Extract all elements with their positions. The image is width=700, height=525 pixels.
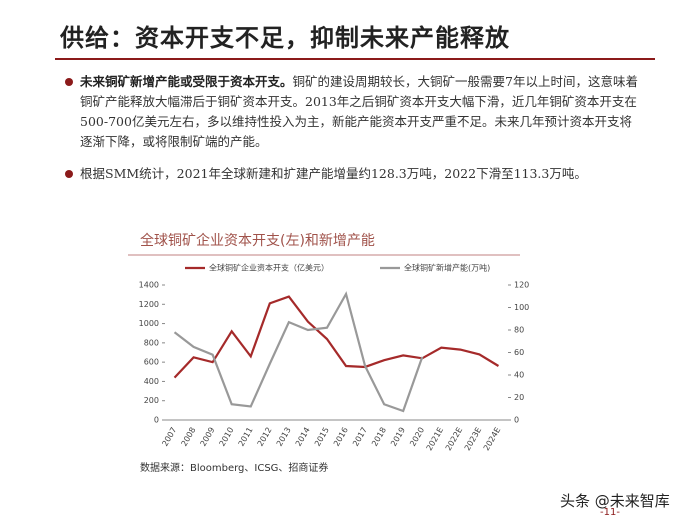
x-tick-label: 2010 bbox=[218, 426, 236, 448]
y-tick-label: 1200 bbox=[139, 300, 159, 309]
series-line bbox=[173, 295, 500, 379]
x-tick-label: 2020 bbox=[408, 426, 426, 448]
bullet-lead: 未来铜矿新增产能或受限于资本开支。 bbox=[80, 74, 293, 89]
page-number: -11- bbox=[600, 507, 620, 518]
bullet-text: 铜矿的建设周期较长，大铜矿一般需要7年以上时间，这意味着铜矿产能释放大幅滞后于铜… bbox=[80, 74, 638, 149]
legend-label: 全球铜矿新增产能(万吨) bbox=[404, 263, 490, 273]
y-tick-label: 800 bbox=[144, 338, 159, 347]
x-tick-label: 2012 bbox=[256, 426, 274, 448]
y-tick-label: 400 bbox=[144, 377, 159, 386]
title-rule bbox=[55, 58, 655, 60]
x-tick-label: 2007 bbox=[160, 426, 178, 448]
watermark: 头条 @未来智库 bbox=[560, 492, 670, 510]
y2-tick-label: 20 bbox=[514, 393, 524, 402]
y-tick-label: 0 bbox=[154, 416, 159, 425]
chart-title: 全球铜矿企业资本开支(左)和新增产能 bbox=[140, 232, 375, 249]
y2-tick-label: 60 bbox=[514, 348, 524, 357]
bullet-text: 根据SMM统计，2021年全球新建和扩建产能增量约128.3万吨，2022下滑至… bbox=[80, 166, 587, 181]
source-note: 数据来源：Bloomberg、ICSG、招商证券 bbox=[140, 461, 328, 474]
series-line bbox=[173, 291, 424, 413]
x-tick-label: 2015 bbox=[313, 426, 331, 448]
y-tick-label: 200 bbox=[144, 396, 159, 405]
x-tick-label: 2019 bbox=[389, 426, 407, 448]
bullet: 根据SMM统计，2021年全球新建和扩建产能增量约128.3万吨，2022下滑至… bbox=[65, 164, 640, 184]
x-tick-label: 2016 bbox=[332, 426, 350, 448]
x-tick-label: 2011 bbox=[237, 426, 255, 448]
y2-tick-label: 120 bbox=[514, 281, 529, 290]
y2-tick-label: 40 bbox=[514, 371, 524, 380]
legend-label: 全球铜矿企业资本开支（亿美元） bbox=[209, 263, 329, 273]
x-tick-label: 2017 bbox=[351, 426, 369, 448]
x-tick-label: 2018 bbox=[370, 426, 388, 448]
slide-title: 供给：资本开支不足，抑制未来产能释放 bbox=[60, 23, 510, 52]
y2-tick-label: 0 bbox=[514, 416, 519, 425]
x-tick-label: 2024E bbox=[482, 426, 503, 453]
y2-tick-label: 100 bbox=[514, 303, 529, 312]
y-tick-label: 600 bbox=[144, 358, 159, 367]
chart: 全球铜矿企业资本开支(左)和新增产能 数据来源：Bloomberg、ICSG、招… bbox=[128, 232, 529, 474]
y-tick-label: 1400 bbox=[139, 281, 159, 290]
x-tick-label: 2023E bbox=[463, 426, 484, 453]
x-tick-label: 2009 bbox=[199, 426, 217, 448]
x-tick-label: 2008 bbox=[180, 426, 198, 448]
bullet: 未来铜矿新增产能或受限于资本开支。铜矿的建设周期较长，大铜矿一般需要7年以上时间… bbox=[65, 72, 640, 152]
x-tick-label: 2021E bbox=[425, 426, 446, 453]
y2-tick-label: 80 bbox=[514, 326, 524, 335]
x-tick-label: 2013 bbox=[275, 426, 293, 448]
y-tick-label: 1000 bbox=[139, 319, 159, 328]
x-tick-label: 2022E bbox=[444, 426, 465, 453]
x-tick-label: 2014 bbox=[294, 426, 312, 448]
